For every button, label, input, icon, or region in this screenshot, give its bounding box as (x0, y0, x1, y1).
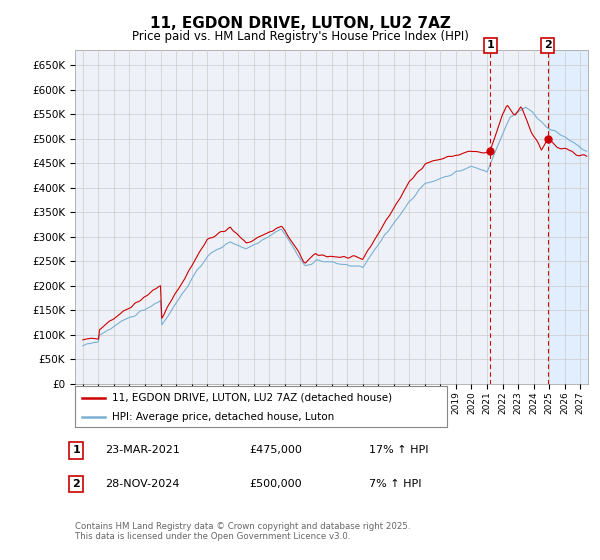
Text: Contains HM Land Registry data © Crown copyright and database right 2025.
This d: Contains HM Land Registry data © Crown c… (75, 522, 410, 542)
Text: 23-MAR-2021: 23-MAR-2021 (105, 445, 180, 455)
Text: Price paid vs. HM Land Registry's House Price Index (HPI): Price paid vs. HM Land Registry's House … (131, 30, 469, 43)
Text: 28-NOV-2024: 28-NOV-2024 (105, 479, 179, 489)
Text: HPI: Average price, detached house, Luton: HPI: Average price, detached house, Luto… (112, 412, 334, 422)
Text: 2: 2 (73, 479, 80, 489)
Text: 11, EGDON DRIVE, LUTON, LU2 7AZ: 11, EGDON DRIVE, LUTON, LU2 7AZ (149, 16, 451, 31)
Text: 17% ↑ HPI: 17% ↑ HPI (369, 445, 428, 455)
Text: 1: 1 (487, 40, 494, 50)
Text: £475,000: £475,000 (249, 445, 302, 455)
Text: 2: 2 (544, 40, 551, 50)
Text: 1: 1 (73, 445, 80, 455)
Text: 11, EGDON DRIVE, LUTON, LU2 7AZ (detached house): 11, EGDON DRIVE, LUTON, LU2 7AZ (detache… (112, 393, 392, 403)
Text: 7% ↑ HPI: 7% ↑ HPI (369, 479, 421, 489)
Bar (548, 50, 588, 384)
Text: £500,000: £500,000 (249, 479, 302, 489)
